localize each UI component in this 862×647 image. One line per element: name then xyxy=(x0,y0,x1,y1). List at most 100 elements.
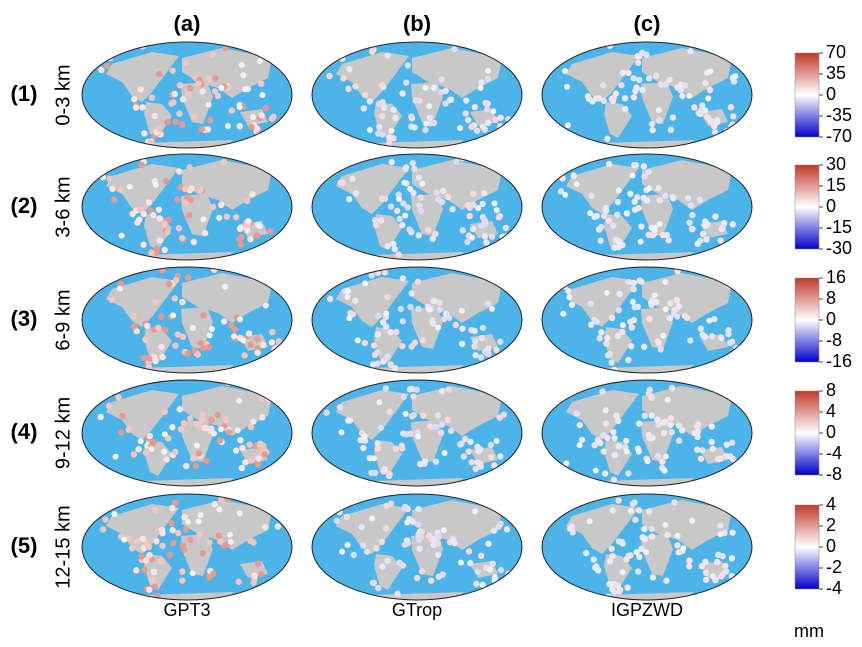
station-dot xyxy=(158,558,165,565)
station-dot xyxy=(414,521,422,528)
station-dot xyxy=(117,280,125,287)
station-dot xyxy=(374,349,381,356)
station-dot xyxy=(578,436,586,444)
ocean-dot xyxy=(237,316,244,323)
station-dot xyxy=(634,194,641,201)
station-dot xyxy=(640,343,648,350)
ocean-dot xyxy=(369,515,376,522)
station-dot xyxy=(153,245,160,252)
station-dot xyxy=(497,566,505,574)
station-dot xyxy=(614,198,622,206)
ocean-dot xyxy=(402,410,409,417)
station-dot xyxy=(618,81,625,89)
station-dot xyxy=(223,213,231,220)
station-dot xyxy=(270,113,277,120)
station-dot xyxy=(343,513,350,521)
station-dot xyxy=(130,323,138,330)
station-dot xyxy=(232,447,240,454)
station-dot xyxy=(186,85,194,92)
station-dot xyxy=(155,125,162,132)
station-dot xyxy=(378,538,386,546)
continent xyxy=(600,140,694,148)
ocean-dot xyxy=(706,317,713,324)
station-dot xyxy=(622,437,630,445)
station-dot xyxy=(593,318,600,325)
station-dot xyxy=(689,211,696,219)
station-dot xyxy=(449,205,456,213)
station-dot xyxy=(387,361,394,368)
station-dot xyxy=(589,98,596,105)
ocean-dot xyxy=(197,512,204,519)
station-dot xyxy=(654,452,662,460)
station-dot xyxy=(368,48,376,55)
station-dot xyxy=(379,563,386,570)
station-dot xyxy=(640,163,647,170)
station-dot xyxy=(673,296,681,304)
station-dot xyxy=(472,338,479,345)
ocean-dot xyxy=(573,181,580,188)
ocean-dot xyxy=(615,187,622,194)
station-dot xyxy=(479,581,486,589)
station-dot xyxy=(182,59,189,66)
station-dot xyxy=(645,168,652,176)
station-dot xyxy=(573,410,580,417)
station-dot xyxy=(401,541,408,548)
station-dot xyxy=(255,455,262,462)
station-dot xyxy=(360,444,367,452)
station-dot xyxy=(667,126,675,134)
station-dot xyxy=(145,355,153,362)
station-dot xyxy=(415,174,423,181)
station-dot xyxy=(489,48,496,55)
station-dot xyxy=(156,215,163,222)
station-dot xyxy=(169,424,176,431)
station-dot xyxy=(591,442,598,449)
station-dot xyxy=(634,568,642,575)
station-dot xyxy=(247,423,255,431)
ocean-dot xyxy=(562,67,569,74)
station-dot xyxy=(725,327,732,334)
station-dot xyxy=(262,275,270,282)
station-dot xyxy=(664,531,671,539)
station-dot xyxy=(597,223,605,231)
station-dot xyxy=(205,75,212,82)
station-dot xyxy=(503,526,511,533)
map-content xyxy=(557,160,737,260)
station-dot xyxy=(667,299,674,307)
ocean-dot xyxy=(396,195,403,202)
station-dot xyxy=(140,544,148,552)
ocean-dot xyxy=(491,574,498,581)
continent xyxy=(181,534,213,576)
station-dot xyxy=(188,185,195,192)
station-dot xyxy=(175,225,183,232)
station-dot xyxy=(649,120,656,128)
ocean-dot xyxy=(346,315,353,322)
station-dot xyxy=(730,113,737,120)
colorbar-tick-label: 30 xyxy=(826,154,846,174)
station-dot xyxy=(632,162,640,169)
station-dot xyxy=(179,542,187,549)
colorbar xyxy=(794,277,820,363)
station-dot xyxy=(399,221,406,229)
ocean-dot xyxy=(240,72,247,79)
station-dot xyxy=(179,568,186,575)
station-dot xyxy=(244,197,251,205)
map-border xyxy=(81,153,293,261)
station-dot xyxy=(708,333,716,340)
station-dot xyxy=(103,62,111,70)
station-dot xyxy=(396,215,403,223)
station-dot xyxy=(397,305,405,313)
station-dot xyxy=(172,499,179,507)
station-dot xyxy=(204,126,212,133)
station-dot xyxy=(176,82,184,89)
colorbar xyxy=(794,164,820,250)
station-dot xyxy=(610,428,617,436)
station-dot xyxy=(396,559,403,566)
station-dot xyxy=(175,168,183,175)
station-dot xyxy=(600,212,608,220)
ocean-dot xyxy=(619,322,626,329)
ocean-dot xyxy=(210,430,217,437)
station-dot xyxy=(657,346,664,353)
station-dot xyxy=(180,420,188,427)
station-dot xyxy=(478,79,485,86)
station-dot xyxy=(467,559,474,567)
